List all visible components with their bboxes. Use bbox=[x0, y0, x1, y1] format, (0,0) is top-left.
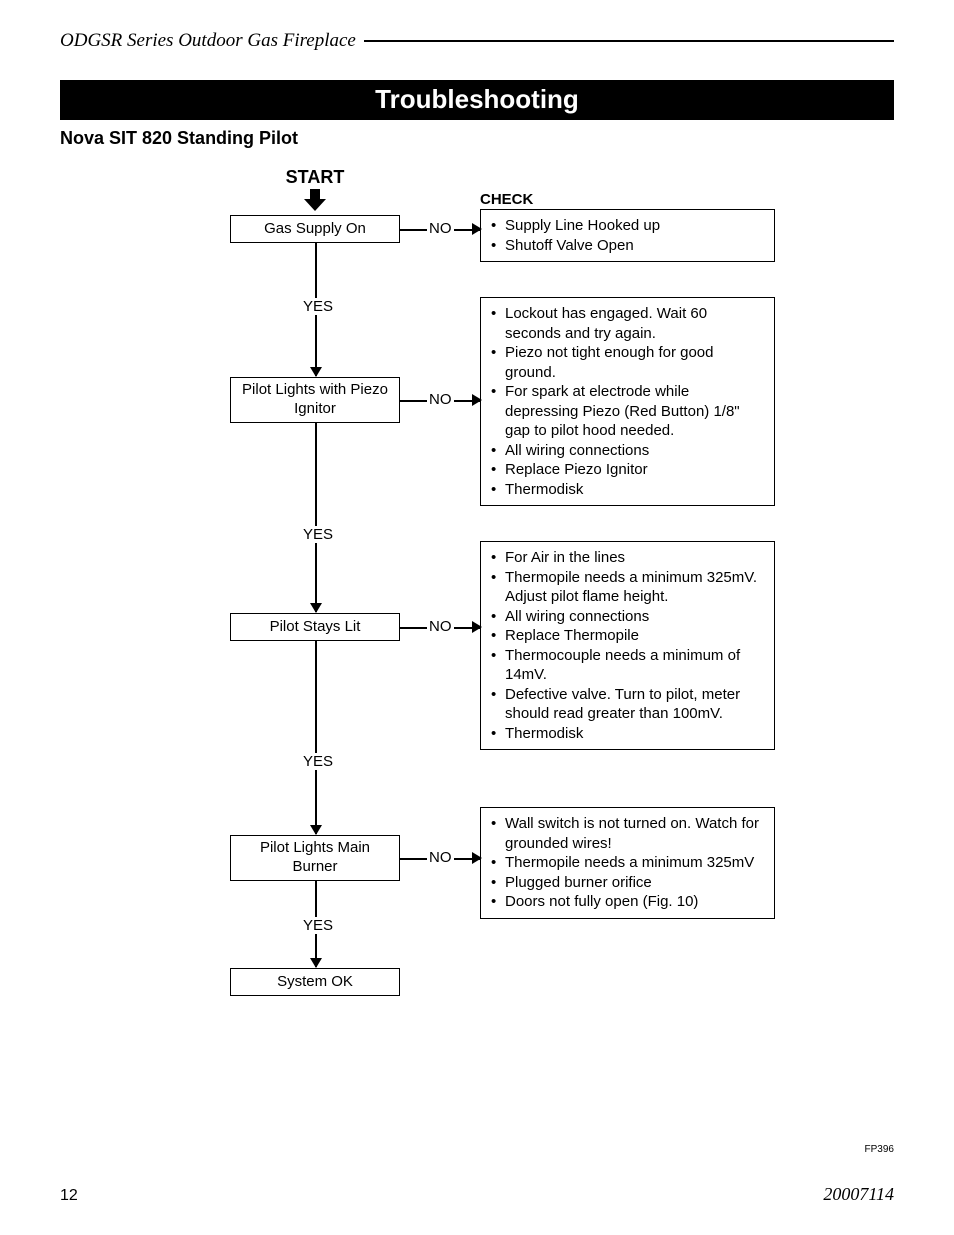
arrow-down-icon bbox=[310, 825, 322, 835]
check-item: All wiring connections bbox=[489, 441, 764, 461]
arrow-right-icon bbox=[472, 223, 482, 235]
arrow-down-icon bbox=[310, 958, 322, 968]
check-label: CHECK bbox=[480, 191, 533, 208]
check-item: Shutoff Valve Open bbox=[489, 236, 764, 256]
check-item: Defective valve. Turn to pilot, meter sh… bbox=[489, 685, 764, 724]
step-pilot-stays: Pilot Stays Lit bbox=[230, 613, 400, 641]
check-item: Thermopile needs a minimum 325mV. Adjust… bbox=[489, 568, 764, 607]
step-main-burner: Pilot Lights Main Burner bbox=[230, 835, 400, 881]
no-label: NO bbox=[427, 220, 454, 237]
check-pilot-piezo: Lockout has engaged. Wait 60 seconds and… bbox=[480, 297, 775, 506]
check-item: Thermocouple needs a minimum of 14mV. bbox=[489, 646, 764, 685]
doc-header: ODGSR Series Outdoor Gas Fireplace bbox=[60, 30, 894, 52]
yes-label: YES bbox=[301, 298, 335, 315]
start-arrow-icon bbox=[306, 189, 324, 211]
check-item: Supply Line Hooked up bbox=[489, 216, 764, 236]
check-item: Lockout has engaged. Wait 60 seconds and… bbox=[489, 304, 764, 343]
fp-code: FP396 bbox=[865, 1144, 894, 1155]
connector-line bbox=[315, 641, 317, 834]
step-system-ok: System OK bbox=[230, 968, 400, 996]
check-item: Plugged burner orifice bbox=[489, 873, 764, 893]
connector-line bbox=[315, 423, 317, 612]
no-label: NO bbox=[427, 391, 454, 408]
check-item: For spark at electrode while depressing … bbox=[489, 382, 764, 441]
page-title: Troubleshooting bbox=[60, 80, 894, 120]
no-label: NO bbox=[427, 618, 454, 635]
subtitle: Nova SIT 820 Standing Pilot bbox=[60, 128, 894, 149]
step-pilot-piezo: Pilot Lights with Piezo Ignitor bbox=[230, 377, 400, 423]
arrow-right-icon bbox=[472, 621, 482, 633]
doc-number: 20007114 bbox=[823, 1184, 894, 1205]
step-gas-supply: Gas Supply On bbox=[230, 215, 400, 243]
check-item: Thermodisk bbox=[489, 480, 764, 500]
check-item: Piezo not tight enough for good ground. bbox=[489, 343, 764, 382]
flowchart: START CHECK Gas Supply On Supply Line Ho… bbox=[80, 167, 820, 1087]
arrow-down-icon bbox=[310, 367, 322, 377]
check-item: Replace Thermopile bbox=[489, 626, 764, 646]
yes-label: YES bbox=[301, 753, 335, 770]
doc-header-text: ODGSR Series Outdoor Gas Fireplace bbox=[60, 30, 356, 52]
check-item: Thermodisk bbox=[489, 724, 764, 744]
arrow-down-icon bbox=[310, 603, 322, 613]
check-item: Thermopile needs a minimum 325mV bbox=[489, 853, 764, 873]
check-pilot-stays: For Air in the lines Thermopile needs a … bbox=[480, 541, 775, 750]
header-rule bbox=[364, 40, 894, 42]
check-gas-supply: Supply Line Hooked up Shutoff Valve Open bbox=[480, 209, 775, 262]
yes-label: YES bbox=[301, 526, 335, 543]
yes-label: YES bbox=[301, 917, 335, 934]
check-item: Doors not fully open (Fig. 10) bbox=[489, 892, 764, 912]
check-item: All wiring connections bbox=[489, 607, 764, 627]
start-label: START bbox=[280, 167, 350, 188]
arrow-right-icon bbox=[472, 852, 482, 864]
arrow-right-icon bbox=[472, 394, 482, 406]
check-main-burner: Wall switch is not turned on. Watch for … bbox=[480, 807, 775, 919]
no-label: NO bbox=[427, 849, 454, 866]
check-item: Wall switch is not turned on. Watch for … bbox=[489, 814, 764, 853]
page-number: 12 bbox=[60, 1187, 78, 1205]
check-item: Replace Piezo Ignitor bbox=[489, 460, 764, 480]
check-item: For Air in the lines bbox=[489, 548, 764, 568]
